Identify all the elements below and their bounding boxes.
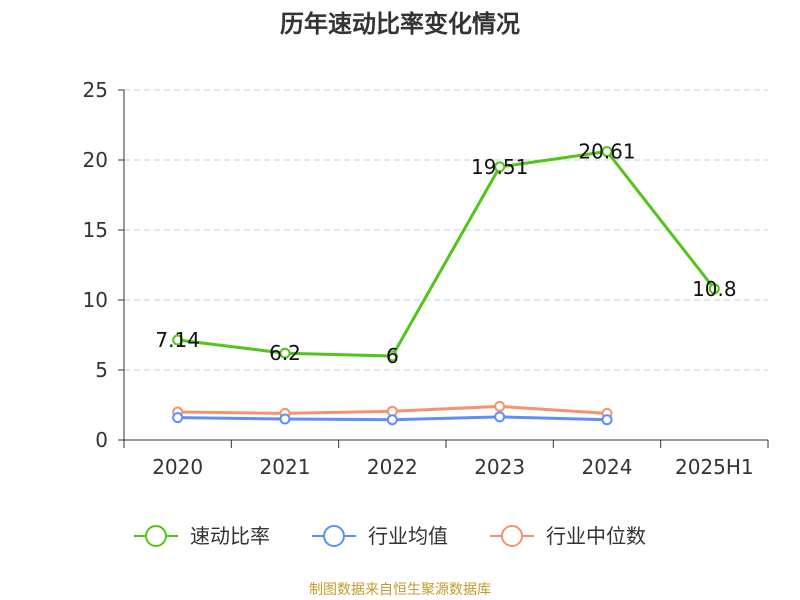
y-tick-label: 5: [95, 358, 108, 382]
gridlines: [124, 89, 768, 371]
x-tick-label: 2022: [367, 455, 418, 479]
legend-label: 行业均值: [368, 524, 448, 548]
data-point: [172, 412, 184, 424]
data-point: [386, 350, 398, 362]
series: [172, 145, 720, 426]
data-label: 20.61: [578, 139, 635, 163]
legend-item[interactable]: 速动比率: [134, 524, 270, 548]
data-label: 6: [386, 344, 399, 368]
data-point: [494, 161, 506, 173]
y-tick-label: 10: [83, 288, 108, 312]
data-point: [494, 400, 506, 412]
x-tick-label: 2020: [152, 455, 203, 479]
data-point: [601, 145, 613, 157]
y-tick-label: 0: [95, 428, 108, 452]
data-point: [601, 414, 613, 426]
data-point: [279, 347, 291, 359]
x-tick-label: 2023: [474, 455, 525, 479]
source-note: 制图数据来自恒生聚源数据库: [309, 582, 491, 598]
axes: 0 5 10 15 20 25 2020 2021 2022 2023 2024 2025H1: [83, 78, 769, 479]
data-point: [279, 413, 291, 425]
legend-label: 行业中位数: [546, 524, 646, 548]
data-label: 19.51: [471, 155, 528, 179]
legend-item[interactable]: 行业均值: [312, 524, 448, 548]
legend-marker: [323, 525, 345, 547]
data-labels: 7.14 6.2 6 19.51 20.61 10.8: [155, 139, 736, 368]
y-tick-label: 20: [83, 148, 108, 172]
legend-item[interactable]: 行业中位数: [490, 524, 646, 548]
legend-marker: [501, 525, 523, 547]
legend-label: 速动比率: [190, 524, 270, 548]
data-label: 6.2: [269, 341, 301, 365]
series-line-0: [176, 150, 716, 358]
legend-marker: [145, 525, 167, 547]
data-point: [494, 411, 506, 423]
data-label: 7.14: [155, 328, 200, 352]
data-label: 10.8: [692, 277, 737, 301]
x-tick-label: 2021: [260, 455, 311, 479]
x-tick-label: 2025H1: [675, 455, 754, 479]
x-tick-label: 2024: [582, 455, 633, 479]
chart-title: 历年速动比率变化情况: [280, 10, 520, 38]
data-point: [172, 334, 184, 346]
data-point: [386, 414, 398, 426]
legend[interactable]: 速动比率 行业均值 行业中位数: [134, 524, 646, 548]
y-tick-label: 25: [83, 78, 108, 102]
data-point: [708, 283, 720, 295]
y-tick-label: 15: [83, 218, 108, 242]
